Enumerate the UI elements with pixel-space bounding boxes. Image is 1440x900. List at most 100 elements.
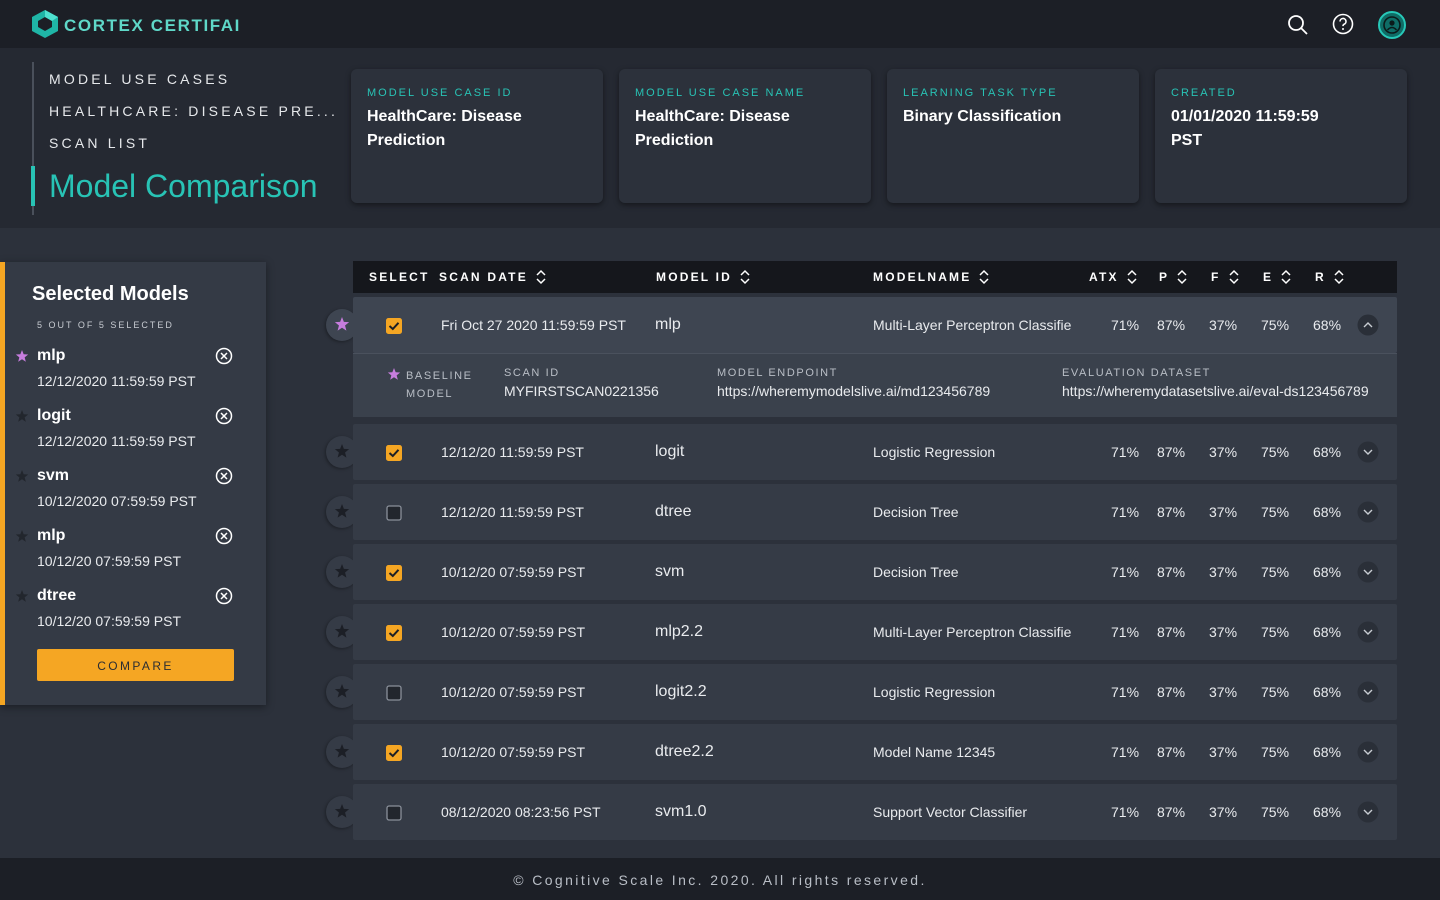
sort-icon[interactable]	[536, 269, 546, 285]
model-name: Logistic Regression	[873, 684, 996, 700]
column-header[interactable]: F	[1211, 270, 1221, 284]
card-value: 01/01/2020 11:59:59 PST	[1171, 108, 1319, 149]
checkbox[interactable]	[386, 805, 402, 821]
top-bar: CORTEX CERTIFAI	[0, 0, 1440, 48]
brand: CORTEX CERTIFAI	[64, 16, 242, 35]
remove-button[interactable]	[215, 467, 233, 485]
baseline-toggle[interactable]	[326, 309, 358, 341]
checkbox[interactable]	[386, 565, 402, 581]
card-label: MODEL USE CASE ID	[367, 87, 513, 99]
p: 87%	[1157, 444, 1186, 460]
checkbox[interactable]	[386, 625, 402, 641]
sort-icon[interactable]	[1127, 269, 1137, 285]
card-value: HealthCare: Disease Prediction	[367, 108, 522, 149]
column-header[interactable]: MODEL ID	[656, 270, 733, 284]
star-icon	[15, 410, 29, 422]
model-name: Decision Tree	[873, 564, 959, 580]
baseline-label: BASELINE MODEL	[406, 370, 473, 400]
expand-toggle[interactable]	[1357, 561, 1379, 583]
breadcrumb-rail	[32, 62, 34, 215]
checkbox[interactable]	[386, 318, 402, 334]
model-name: logit	[37, 407, 71, 424]
model-id: svm1.0	[655, 803, 707, 820]
table-row[interactable]: 10/12/20 07:59:59 PST svm Decision Tree 71%…	[353, 544, 1397, 600]
checkbox[interactable]	[386, 505, 402, 521]
model-id: svm	[655, 563, 685, 580]
column-header[interactable]: MODELNAME	[873, 270, 972, 284]
f: 37%	[1209, 624, 1238, 640]
footer: © Cognitive Scale Inc. 2020. All rights …	[0, 858, 1440, 900]
selected-models-panel: Selected Models 5 OUT OF 5 SELECTED mlp 12/…	[0, 262, 266, 705]
expand-toggle[interactable]	[1357, 501, 1379, 523]
e: 75%	[1261, 804, 1290, 820]
expand-toggle[interactable]	[1357, 621, 1379, 643]
card-label: MODEL USE CASE NAME	[635, 87, 806, 99]
baseline-toggle[interactable]	[326, 496, 358, 528]
remove-button[interactable]	[215, 587, 233, 605]
star-icon	[15, 590, 29, 602]
expand-toggle[interactable]	[1357, 801, 1379, 823]
column-header[interactable]: R	[1315, 270, 1326, 284]
compare-button[interactable]: COMPARE	[37, 649, 234, 681]
checkbox[interactable]	[386, 685, 402, 701]
star-icon	[334, 624, 350, 638]
column-header[interactable]: SCAN DATE	[439, 270, 528, 284]
table-row[interactable]: 10/12/20 07:59:59 PST logit2.2 Logistic Re…	[353, 664, 1397, 720]
baseline-toggle[interactable]	[326, 436, 358, 468]
endpoint: https://wheremymodelslive.ai/md123456789	[717, 383, 991, 399]
f: 37%	[1209, 804, 1238, 820]
r: 68%	[1313, 444, 1342, 460]
star-icon	[334, 444, 350, 458]
dataset-label: EVALUATION DATASET	[1062, 367, 1212, 379]
column-header[interactable]: ATX	[1089, 270, 1119, 284]
expand-toggle[interactable]	[1357, 314, 1379, 336]
user-icon[interactable]	[1378, 11, 1406, 39]
baseline-toggle[interactable]	[326, 736, 358, 768]
scan-date: 10/12/20 07:59:59 PST	[441, 624, 585, 640]
baseline-toggle[interactable]	[326, 676, 358, 708]
sort-icon[interactable]	[1334, 269, 1344, 285]
sort-icon[interactable]	[979, 269, 989, 285]
sort-icon[interactable]	[1281, 269, 1291, 285]
expand-toggle[interactable]	[1357, 441, 1379, 463]
baseline-toggle[interactable]	[326, 616, 358, 648]
checkbox[interactable]	[386, 445, 402, 461]
f: 37%	[1209, 744, 1238, 760]
breadcrumb[interactable]: SCAN LIST	[49, 135, 151, 151]
star-icon	[334, 504, 350, 518]
baseline-toggle[interactable]	[326, 556, 358, 588]
help-icon[interactable]	[1332, 13, 1354, 35]
table-row[interactable]: 10/12/20 07:59:59 PST mlp2.2 Multi-Layer P…	[353, 604, 1397, 660]
search-icon[interactable]	[1287, 14, 1309, 36]
e: 75%	[1261, 624, 1290, 640]
table-row[interactable]: Fri Oct 27 2020 11:59:59 PST mlp Multi-Lay…	[353, 297, 1397, 353]
breadcrumb[interactable]: MODEL USE CASES	[49, 71, 231, 87]
table-row[interactable]: 12/12/20 11:59:59 PST logit Logistic Regre…	[353, 424, 1397, 480]
model-id: mlp2.2	[655, 623, 704, 640]
checkbox[interactable]	[386, 745, 402, 761]
r: 68%	[1313, 317, 1342, 333]
model-date: 12/12/2020 11:59:59 PST	[37, 433, 196, 449]
remove-button[interactable]	[215, 527, 233, 545]
table-row[interactable]: 08/12/2020 08:23:56 PST svm1.0 Support Vec…	[353, 784, 1397, 840]
sort-icon[interactable]	[1229, 269, 1239, 285]
remove-button[interactable]	[215, 407, 233, 425]
column-header[interactable]: P	[1159, 270, 1170, 284]
atx: 71%	[1111, 504, 1140, 520]
expand-toggle[interactable]	[1357, 741, 1379, 763]
scan-date: 10/12/20 07:59:59 PST	[441, 684, 585, 700]
sort-icon[interactable]	[740, 269, 750, 285]
sort-icon[interactable]	[1177, 269, 1187, 285]
r: 68%	[1313, 744, 1342, 760]
column-header[interactable]: E	[1263, 270, 1274, 284]
expand-toggle[interactable]	[1357, 681, 1379, 703]
model-id: dtree2.2	[655, 743, 714, 760]
remove-button[interactable]	[215, 347, 233, 365]
star-icon	[15, 350, 29, 362]
table-row[interactable]: 10/12/20 07:59:59 PST dtree2.2 Model Name …	[353, 724, 1397, 780]
baseline-toggle[interactable]	[326, 796, 358, 828]
table-row[interactable]: 12/12/20 11:59:59 PST dtree Decision Tree 7…	[353, 484, 1397, 540]
breadcrumb[interactable]: HEALTHCARE: DISEASE PRE...	[49, 103, 339, 119]
e: 75%	[1261, 744, 1290, 760]
